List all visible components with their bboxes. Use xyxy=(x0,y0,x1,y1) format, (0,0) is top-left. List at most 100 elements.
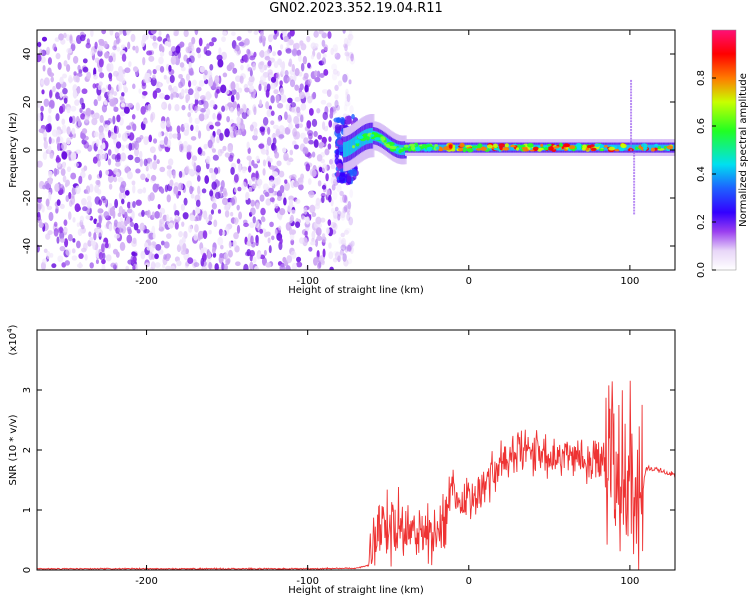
spectrogram-cell xyxy=(160,240,165,246)
spectrogram-cell xyxy=(208,167,214,174)
spectrogram-cell xyxy=(110,262,117,268)
spectrogram-cell xyxy=(65,179,70,187)
spectrogram-cell xyxy=(330,47,334,56)
spectrogram-cell xyxy=(219,132,224,142)
spectrogram-cell xyxy=(459,142,465,148)
spectrogram-cell xyxy=(203,143,208,150)
spectrogram-cell xyxy=(59,91,63,98)
spectrogram-cell xyxy=(274,203,279,209)
spectrogram-cell xyxy=(191,155,198,162)
spectrogram-cell xyxy=(243,104,247,113)
spectrogram-x-tick-label: -100 xyxy=(296,276,319,287)
spectrogram-cell xyxy=(307,95,313,104)
spectrogram-cell xyxy=(46,46,51,56)
spectrogram-cell xyxy=(236,158,241,164)
spectrogram-cell xyxy=(71,115,76,125)
spectrogram-cell xyxy=(74,99,80,106)
spectrogram-cell xyxy=(152,90,158,99)
spectrogram-cell xyxy=(168,64,172,72)
spectrogram-cell xyxy=(324,148,330,156)
spectrogram-cell xyxy=(317,180,322,187)
spectrogram-cell xyxy=(60,168,66,176)
spectrogram-cell xyxy=(347,201,352,210)
spectrogram-cell xyxy=(112,45,117,51)
spectrogram-cell xyxy=(195,199,201,208)
spectrogram-cell xyxy=(55,92,60,100)
spectrogram-cell xyxy=(152,138,158,144)
spectrogram-cell xyxy=(336,133,342,142)
spectrogram-cell xyxy=(168,50,173,56)
spectrogram-cell xyxy=(332,191,338,200)
spectrogram-cell xyxy=(286,77,291,82)
spectrogram-cell xyxy=(244,38,250,46)
spectrogram-cell xyxy=(163,241,170,249)
spectrogram-cell xyxy=(121,198,125,205)
spectrogram-cell xyxy=(339,117,345,125)
spectrogram-cell xyxy=(321,195,325,204)
spectrogram-cell xyxy=(75,149,82,155)
spectrogram-cell xyxy=(85,107,92,117)
spectrogram-cell xyxy=(174,222,179,230)
spectrogram-cell xyxy=(79,97,84,106)
spectrogram-cell xyxy=(90,50,95,56)
spectrogram-cell xyxy=(167,139,172,148)
spectrogram-cell xyxy=(37,113,42,122)
snr-y-tick-label: 3 xyxy=(22,387,33,393)
snr-x-tick-label: -200 xyxy=(135,576,158,587)
spectrogram-cell xyxy=(143,158,148,167)
spectrogram-cell xyxy=(90,30,94,38)
spectrogram-cell xyxy=(343,37,349,47)
spectrogram-cell xyxy=(212,252,217,258)
spectrogram-cell xyxy=(76,86,81,94)
spectrogram-cell xyxy=(197,185,201,195)
spectrogram-cell xyxy=(333,47,338,57)
spectrogram-cell xyxy=(116,46,121,52)
spectrogram-cell xyxy=(166,169,172,177)
spectrogram-cell xyxy=(178,73,183,79)
colorbar-tick-label: 0.6 xyxy=(696,118,707,134)
spectrogram-cell xyxy=(68,116,73,124)
spectrogram-cell xyxy=(185,46,191,54)
spectrogram-cell xyxy=(37,197,42,204)
snr-scale-note-prefix: (x10 xyxy=(8,333,19,356)
spectrogram-cell xyxy=(158,92,165,99)
spectrogram-cell xyxy=(493,143,498,148)
spectrogram-cell xyxy=(304,84,309,93)
spectrogram-cell xyxy=(158,56,164,65)
spectrogram-cell xyxy=(294,96,301,102)
spectrogram-cell xyxy=(48,136,52,145)
spectrogram-cell xyxy=(340,244,347,251)
spectrogram-cell xyxy=(254,219,260,229)
spectrogram-cell xyxy=(259,75,266,83)
spectrogram-cell xyxy=(149,244,155,253)
spectrogram-cell xyxy=(298,123,303,129)
spectrogram-cell xyxy=(45,233,51,240)
snr-scale-note-exponent: 4 xyxy=(6,328,14,333)
spectrogram-cell xyxy=(268,179,275,187)
spectrogram-cell xyxy=(295,198,301,204)
spectrogram-cell xyxy=(231,31,236,36)
spectrogram-cell xyxy=(348,79,352,85)
spectrogram-cell xyxy=(152,74,156,80)
spectrogram-cell xyxy=(269,221,274,228)
spectrogram-cell xyxy=(349,56,356,65)
spectrogram-cell xyxy=(300,103,307,111)
spectrogram-cell xyxy=(76,240,81,249)
spectrogram-cell xyxy=(346,210,351,215)
spectrogram-cell xyxy=(41,89,45,95)
spectrogram-cell xyxy=(79,215,85,223)
spectrogram-cell xyxy=(232,100,237,109)
spectrogram-cell xyxy=(58,33,64,41)
spectrogram-cell xyxy=(173,31,179,37)
spectrogram-cell xyxy=(61,118,66,125)
spectrogram-cell xyxy=(180,250,187,255)
spectrogram-cell xyxy=(270,110,275,116)
spectrogram-y-ticks: -40 -20 0 20 40 xyxy=(22,48,675,254)
spectrogram-cell xyxy=(343,204,348,213)
spectrogram-cell xyxy=(320,99,327,105)
spectrogram-cell xyxy=(321,89,329,94)
spectrogram-cell xyxy=(45,198,50,207)
spectrogram-cell xyxy=(287,157,294,163)
spectrogram-cell xyxy=(132,256,137,263)
spectrogram-cell xyxy=(348,34,352,43)
